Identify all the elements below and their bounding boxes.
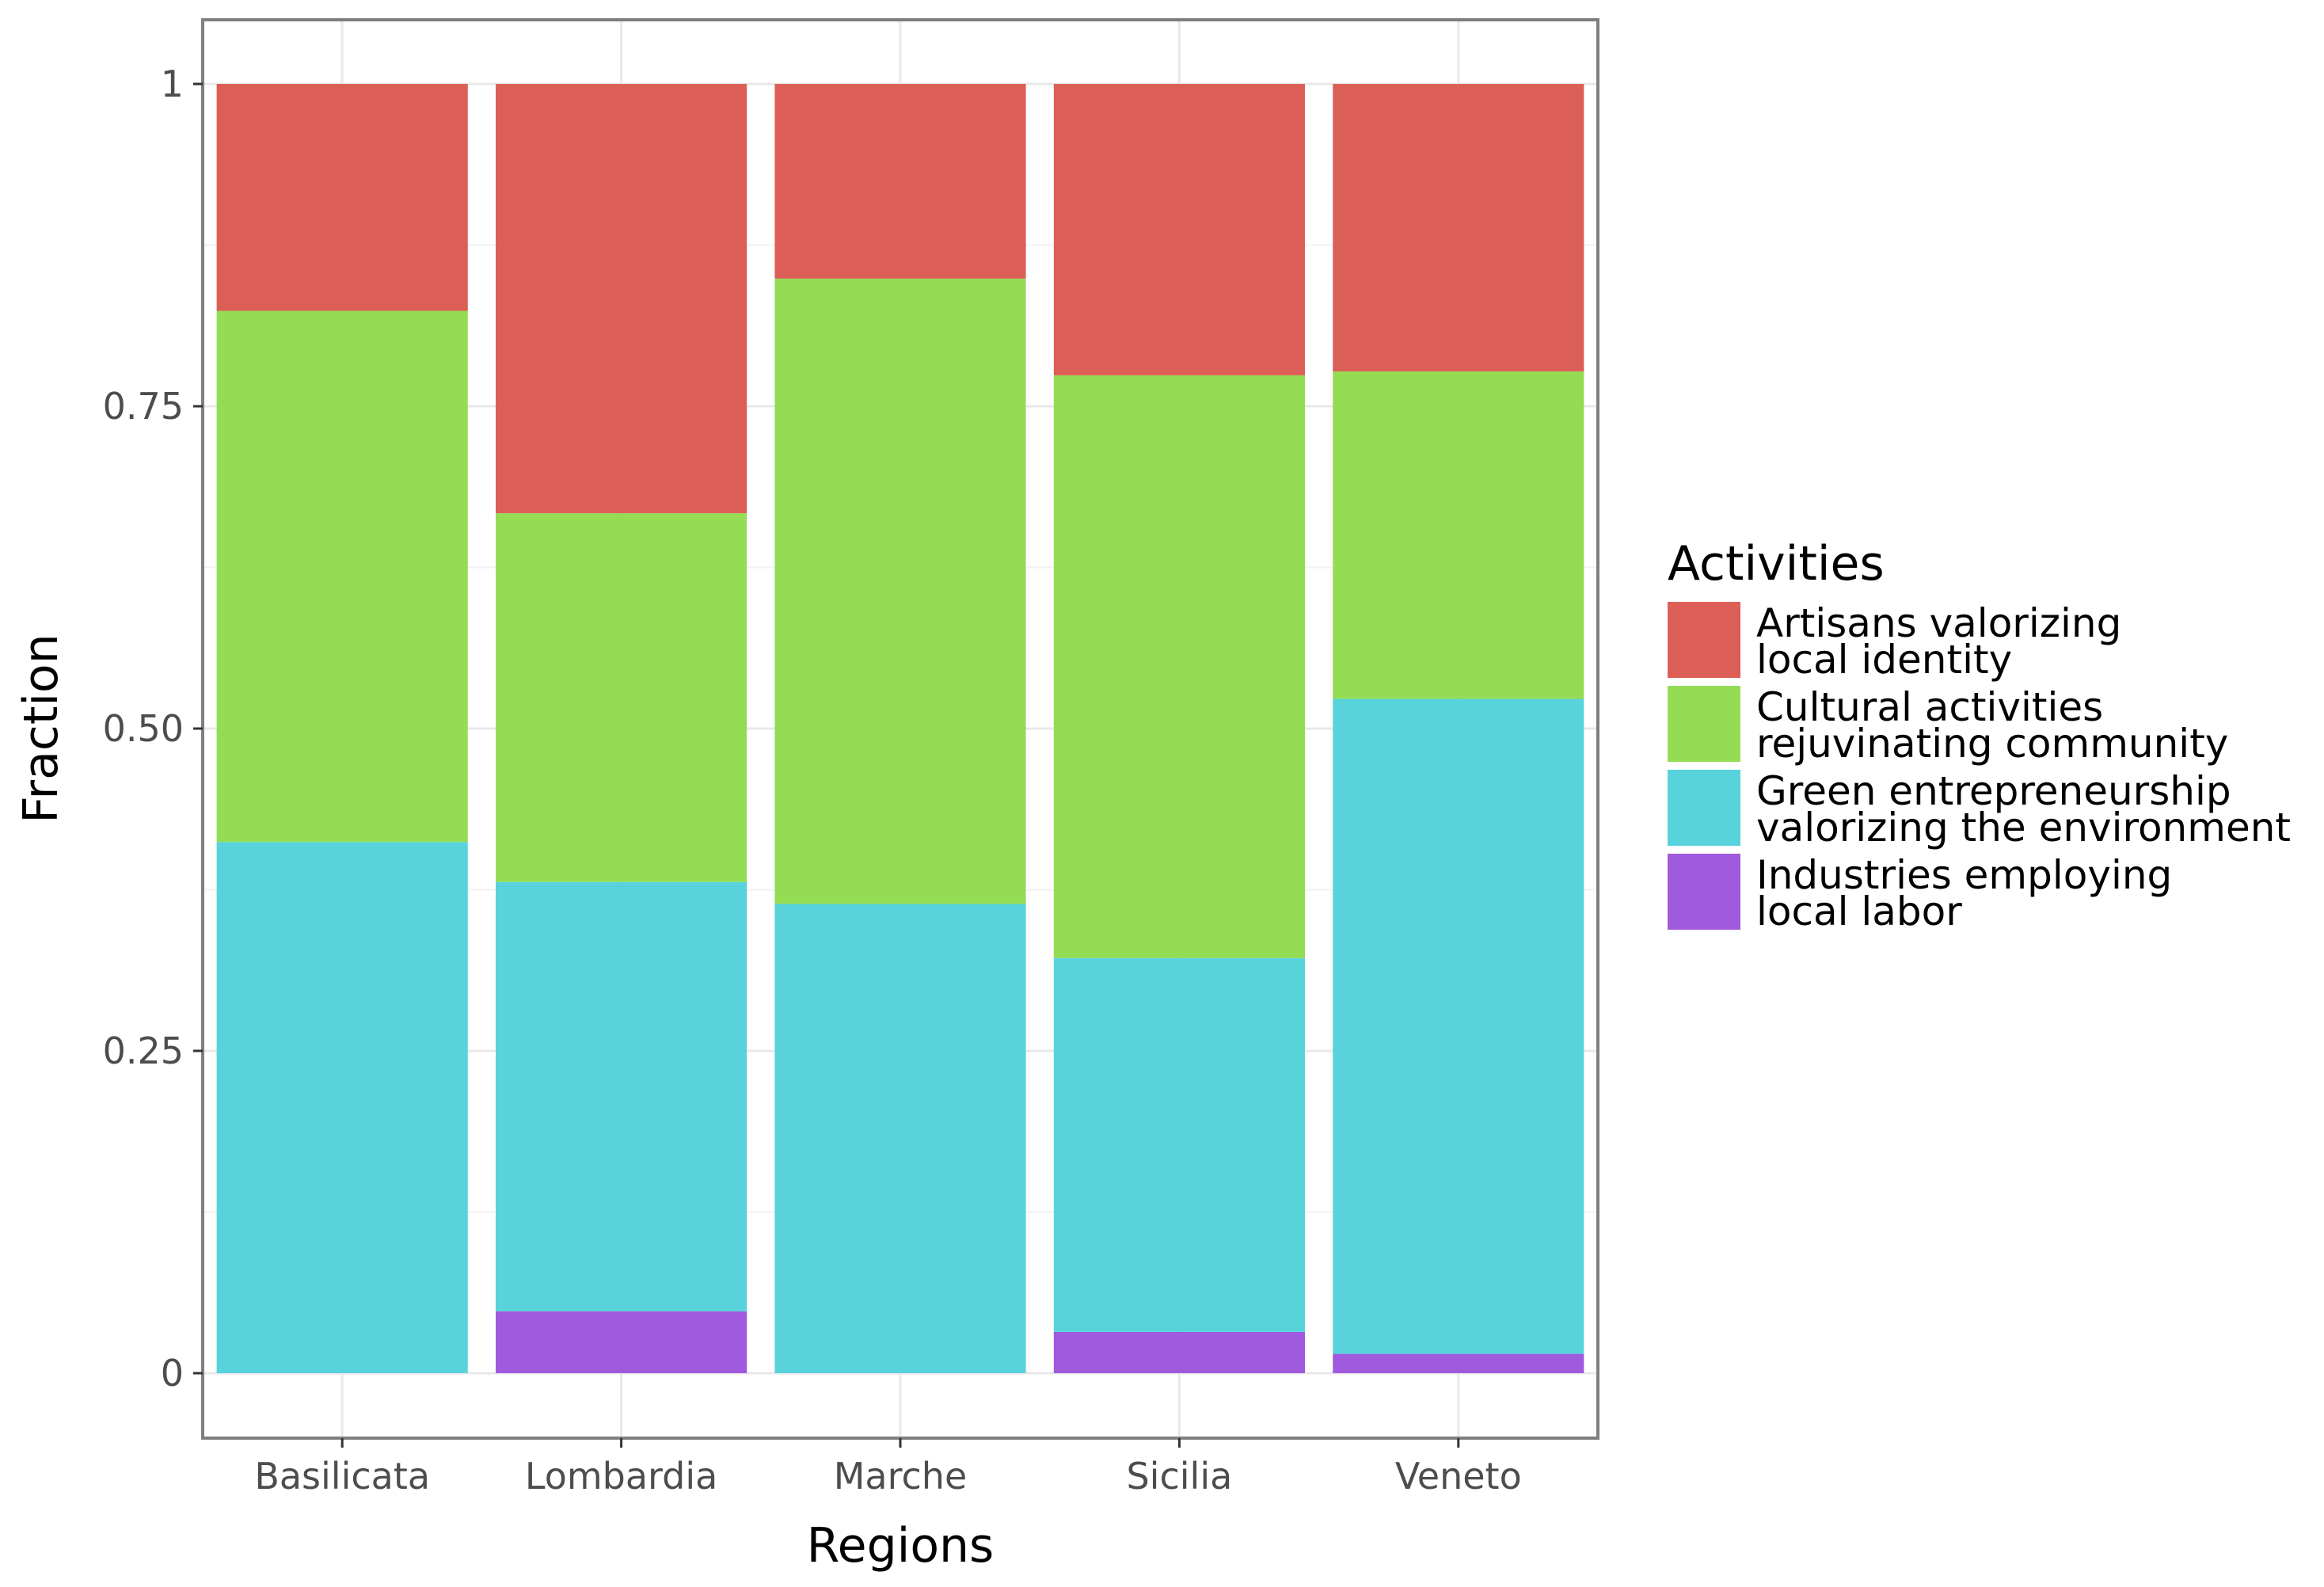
bar-segment: [774, 278, 1026, 904]
bar-segment: [1333, 698, 1584, 1354]
bar-segment: [216, 84, 468, 311]
legend-key: [1668, 854, 1740, 930]
bar-segment: [216, 310, 468, 843]
bar-segment: [496, 84, 747, 514]
bar-segment: [1053, 1331, 1305, 1373]
x-tick-label: Veneto: [1395, 1455, 1522, 1498]
y-tick-label: 0.75: [103, 385, 184, 428]
legend-key: [1668, 770, 1740, 846]
x-tick-label: Lombardia: [525, 1455, 717, 1498]
y-tick-label: 0.50: [103, 707, 184, 750]
bar-segment: [1053, 957, 1305, 1332]
legend-label: Industries employing local labor: [1756, 852, 2172, 934]
y-axis-title: Fraction: [13, 634, 69, 824]
x-tick-label: Marche: [834, 1455, 968, 1498]
bar-segment: [496, 881, 747, 1311]
bars: [216, 84, 1584, 1373]
legend-label: Cultural activities rejuvinating communit…: [1756, 684, 2228, 767]
y-axis: 0 0.25 0.50 0.75 1: [103, 63, 203, 1395]
y-tick-label: 1: [161, 63, 184, 105]
x-tick-label: Sicilia: [1126, 1455, 1232, 1498]
bar-segment: [774, 84, 1026, 279]
bar-segment: [496, 1311, 747, 1373]
bar-segment: [1333, 371, 1584, 699]
legend-key: [1668, 686, 1740, 762]
bar-segment: [496, 513, 747, 882]
bar-segment: [1333, 84, 1584, 372]
legend-title: Activities: [1668, 536, 1885, 592]
legend-label: Artisans valorizing local identity: [1756, 600, 2121, 683]
y-tick-label: 0.25: [103, 1029, 184, 1072]
bar-segment: [774, 904, 1026, 1373]
x-axis: Basilicata Lombardia Marche Sicilia Veneto: [254, 1438, 1522, 1498]
bar-segment: [216, 842, 468, 1373]
x-axis-title: Regions: [807, 1518, 995, 1574]
x-tick-label: Basilicata: [254, 1455, 430, 1498]
legend: Activities Artisans valorizing local iden…: [1668, 536, 2291, 934]
legend-label: Green entrepreneurship valorizing the env…: [1756, 768, 2291, 851]
bar-segment: [1053, 375, 1305, 958]
bar-segment: [1053, 84, 1305, 375]
bar-segment: [1333, 1353, 1584, 1373]
legend-key: [1668, 602, 1740, 678]
y-tick-label: 0: [161, 1352, 184, 1395]
